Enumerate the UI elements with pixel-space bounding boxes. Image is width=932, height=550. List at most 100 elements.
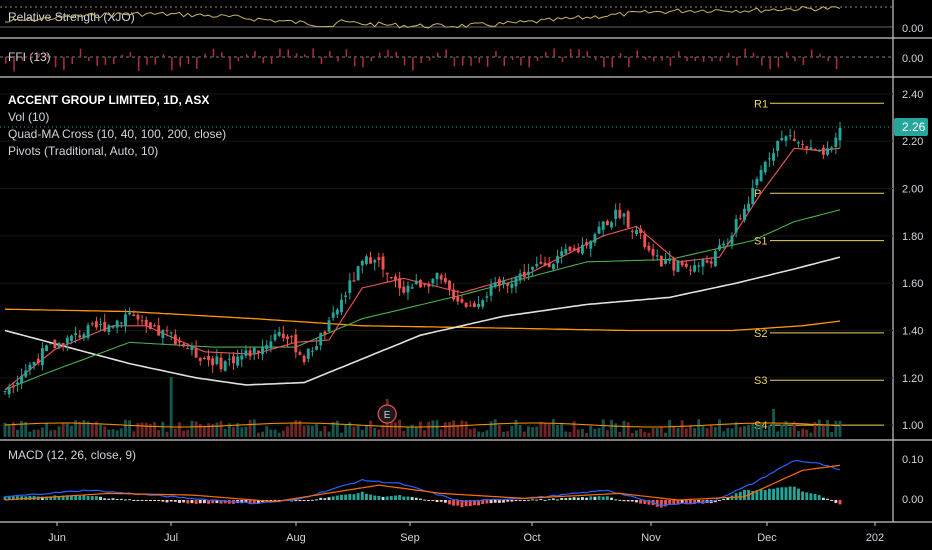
volume-bar (136, 423, 140, 437)
candle-body (3, 390, 7, 392)
volume-indicator-label[interactable]: Vol (10) (8, 110, 49, 124)
volume-bar (356, 424, 360, 437)
ffi-bar (262, 57, 265, 64)
macd-histogram-bar (331, 496, 335, 500)
ffi-bar (270, 57, 273, 64)
ffi-bar (453, 57, 456, 67)
macd-label[interactable]: MACD (12, 26, close, 9) (8, 448, 136, 462)
ffi-bar (694, 57, 697, 61)
quad-ma-indicator-label[interactable]: Quad-MA Cross (10, 40, 100, 200, close) (8, 127, 226, 141)
candle-body (190, 345, 194, 351)
candle-body (655, 255, 659, 257)
volume-bar (227, 423, 231, 437)
candle-body (531, 266, 535, 270)
candle-body (261, 347, 265, 355)
candle-body (705, 260, 709, 263)
volume-bar (776, 431, 780, 437)
volume-bar (439, 429, 443, 437)
volume-bar (286, 426, 289, 437)
candle-body (709, 261, 713, 264)
volume-bar (53, 429, 57, 437)
volume-bar (290, 423, 294, 437)
ffi-bar (636, 50, 638, 57)
volume-bar (472, 428, 476, 437)
macd-histogram-bar (74, 496, 78, 500)
volume-bar (834, 420, 838, 437)
candle-body (418, 279, 422, 288)
macd-histogram-bar (526, 499, 530, 501)
ffi-bar (711, 57, 713, 62)
pivots-indicator-label[interactable]: Pivots (Traditional, Auto, 10) (8, 144, 158, 158)
macd-histogram-bar (182, 500, 186, 503)
volume-bar (402, 430, 406, 437)
macd-histogram-bar (693, 500, 697, 504)
candle-body (759, 169, 763, 182)
volume-bar (331, 421, 335, 437)
main-legend: ACCENT GROUP LIMITED, 1D, ASX Vol (10) Q… (8, 93, 226, 158)
volume-bar (693, 428, 697, 437)
chart-frame (0, 0, 932, 523)
earnings-circle-icon[interactable] (377, 404, 397, 424)
macd-histogram-bar (468, 500, 472, 507)
candle-body (398, 277, 402, 289)
macd-histogram-bar (834, 500, 838, 503)
macd-histogram-bar (94, 496, 98, 500)
volume-bar (74, 420, 78, 437)
volume-bar (207, 423, 211, 437)
candle-body (543, 262, 547, 266)
macd-histogram-bar (340, 494, 343, 500)
candle-body (651, 249, 655, 256)
candle-body (277, 332, 281, 336)
macd-histogram-bar (190, 500, 194, 504)
volume-bar (219, 420, 223, 437)
ffi-bar (594, 57, 597, 61)
candle-body (481, 300, 485, 307)
candle-body (86, 325, 90, 338)
ffi-bar (378, 52, 381, 57)
macd-histogram-bar (119, 498, 123, 500)
candle-body (535, 263, 539, 267)
ffi-pane: FFI (13) 0.00 (0, 48, 923, 72)
macd-histogram-bar (248, 500, 252, 504)
symbol-title[interactable]: ACCENT GROUP LIMITED, 1D, ASX (8, 93, 209, 107)
macd-histogram-bar (539, 498, 543, 500)
candle-body (236, 356, 240, 366)
ffi-bar (387, 49, 389, 57)
price-tick: 1.00 (902, 420, 923, 432)
volume-bar (57, 426, 61, 437)
macd-histogram-bar (551, 498, 555, 500)
ffi-bar (428, 57, 431, 61)
volume-bar (202, 425, 206, 437)
candle-body (265, 345, 269, 349)
volume-bar (32, 429, 36, 437)
pivot-label-s2: S2 (754, 328, 767, 340)
volume-bar (115, 430, 119, 437)
macd-histogram-bar (128, 499, 132, 501)
volume-bar (107, 429, 111, 437)
candle-body (414, 280, 418, 285)
candle-body (468, 305, 472, 307)
earnings-marker[interactable]: E (377, 404, 397, 424)
volume-bar (817, 419, 821, 437)
candle-body (456, 296, 460, 302)
volume-bar (805, 429, 809, 437)
ffi-bar (137, 57, 140, 71)
candle-body (626, 211, 630, 228)
macd-histogram-bar (161, 500, 165, 502)
volume-bar (605, 430, 609, 437)
macd-histogram-bar (830, 500, 834, 501)
candle-body (730, 235, 734, 245)
volume-bar (273, 429, 277, 437)
volume-bar (510, 426, 514, 437)
volume-bar (722, 431, 726, 437)
candle-body (826, 148, 829, 155)
candle-body (327, 320, 331, 332)
ffi-bar (628, 57, 630, 68)
candle-body (244, 350, 248, 356)
candle-body (614, 209, 618, 219)
volume-bar (252, 419, 256, 437)
macd-histogram-bar (124, 499, 127, 501)
ffi-bar (5, 57, 7, 64)
candle-body (11, 385, 15, 388)
volume-bar (182, 430, 186, 437)
